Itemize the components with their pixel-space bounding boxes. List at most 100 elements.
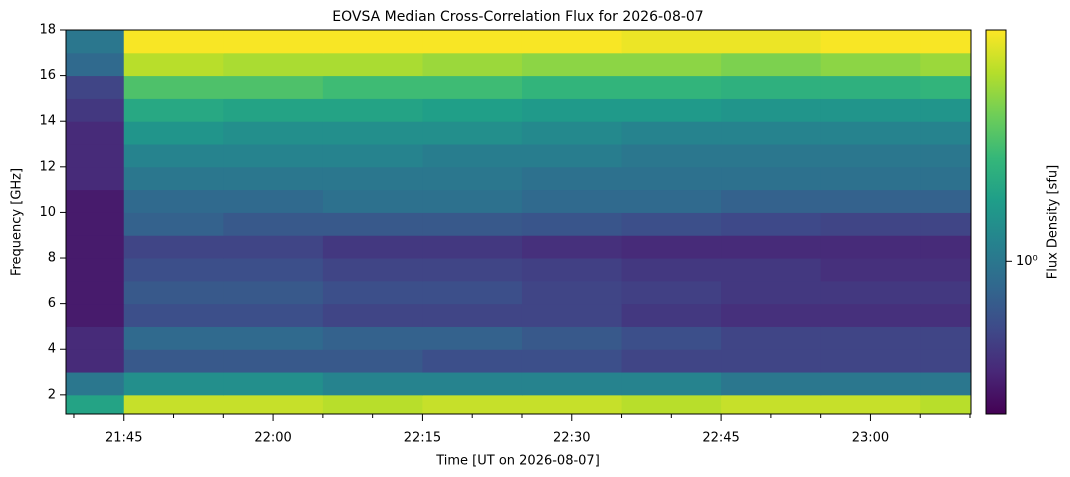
heatmap-cell xyxy=(920,212,972,236)
heatmap-cell xyxy=(920,30,972,54)
heatmap-cell xyxy=(123,144,224,168)
heatmap-cell xyxy=(721,349,822,373)
heatmap-cell xyxy=(223,394,324,415)
heatmap-cell xyxy=(820,144,921,168)
heatmap-cell xyxy=(521,235,623,259)
heatmap-cell xyxy=(820,30,921,54)
heatmap-cell xyxy=(521,349,623,373)
heatmap-cell xyxy=(820,303,921,327)
heatmap-cell xyxy=(223,258,324,282)
colorbar-frame xyxy=(985,29,1007,415)
heatmap-cell xyxy=(721,326,822,350)
heatmap-cell xyxy=(820,98,921,122)
heatmap-cell xyxy=(322,372,423,396)
heatmap-cell xyxy=(422,394,523,415)
heatmap-cell xyxy=(223,98,324,122)
heatmap-cell xyxy=(621,144,722,168)
y-tick-label: 16 xyxy=(39,68,56,83)
heatmap-cell xyxy=(422,121,523,145)
heatmap-cell xyxy=(422,326,523,350)
heatmap-cell xyxy=(422,372,523,396)
x-tick-label: 22:15 xyxy=(404,431,441,446)
heatmap-cell xyxy=(123,121,224,145)
heatmap-cell xyxy=(621,75,722,99)
heatmap-cell xyxy=(322,303,423,327)
heatmap-cell xyxy=(223,30,324,54)
heatmap-cell xyxy=(721,52,822,77)
heatmap-cell xyxy=(521,394,623,415)
heatmap-cell xyxy=(721,98,822,122)
heatmap-cell xyxy=(820,52,921,77)
heatmap-cell xyxy=(820,394,921,415)
y-axis-label: Frequency [GHz] xyxy=(10,168,25,276)
heatmap-cell xyxy=(123,394,224,415)
heatmap-cell xyxy=(621,98,722,122)
x-tick-label: 22:30 xyxy=(553,431,590,446)
heatmap-cell xyxy=(521,98,623,122)
heatmap-cell xyxy=(721,30,822,54)
heatmap-cell xyxy=(223,372,324,396)
y-tick-label: 8 xyxy=(48,251,56,266)
plot-frame xyxy=(65,29,972,415)
heatmap-cell xyxy=(621,212,722,236)
heatmap-cell xyxy=(820,189,921,213)
heatmap-cell xyxy=(920,121,972,145)
heatmap-cell xyxy=(322,394,423,415)
heatmap-cell xyxy=(123,189,224,213)
colorbar xyxy=(986,30,1006,414)
heatmap-cell xyxy=(422,212,523,236)
heatmap-cell xyxy=(621,326,722,350)
x-axis-label: Time [UT on 2026-08-07] xyxy=(435,454,600,469)
heatmap-cell xyxy=(920,144,972,168)
heatmap-cell xyxy=(621,394,722,415)
heatmap-cell xyxy=(920,280,972,305)
heatmap-cell xyxy=(621,189,722,213)
heatmap-cell xyxy=(66,258,125,282)
heatmap-cell xyxy=(920,258,972,282)
heatmap-cell xyxy=(721,189,822,213)
heatmap-cell xyxy=(223,144,324,168)
heatmap-cell xyxy=(820,372,921,396)
heatmap-cell xyxy=(66,372,125,396)
heatmap-cell xyxy=(521,258,623,282)
y-tick-label: 6 xyxy=(48,296,56,311)
x-tick-label: 23:00 xyxy=(852,431,889,446)
heatmap-cell xyxy=(621,166,722,191)
heatmap-cell xyxy=(721,144,822,168)
heatmap-cell xyxy=(322,98,423,122)
heatmap-cell xyxy=(223,189,324,213)
heatmap-cell xyxy=(521,144,623,168)
heatmap-cell xyxy=(920,98,972,122)
heatmap-cell xyxy=(223,280,324,305)
heatmap-cell xyxy=(521,212,623,236)
heatmap-cell xyxy=(422,303,523,327)
heatmap-cell xyxy=(223,75,324,99)
heatmap-cell xyxy=(820,121,921,145)
y-tick-label: 14 xyxy=(39,114,56,129)
heatmap-cell xyxy=(422,98,523,122)
heatmap-cell xyxy=(223,303,324,327)
heatmap-cell xyxy=(66,166,125,191)
heatmap-cell xyxy=(123,75,224,99)
heatmap-cell xyxy=(66,394,125,415)
heatmap-cell xyxy=(621,372,722,396)
heatmap-cell xyxy=(322,280,423,305)
heatmap-cell xyxy=(521,30,623,54)
heatmap-cell xyxy=(322,349,423,373)
heatmap-cell xyxy=(721,166,822,191)
heatmap-cell xyxy=(721,258,822,282)
heatmap-cell xyxy=(223,212,324,236)
heatmap-cell xyxy=(521,326,623,350)
heatmap-cell xyxy=(123,280,224,305)
heatmap-cell xyxy=(422,75,523,99)
heatmap-cell xyxy=(66,326,125,350)
heatmap-cell xyxy=(66,52,125,77)
colorbar-label: Flux Density [sfu] xyxy=(1046,165,1061,279)
heatmap-cell xyxy=(66,235,125,259)
heatmap-cell xyxy=(521,303,623,327)
heatmap-cell xyxy=(66,212,125,236)
heatmap-cell xyxy=(123,166,224,191)
heatmap-cell xyxy=(422,280,523,305)
heatmap-cell xyxy=(721,75,822,99)
y-tick-label: 18 xyxy=(39,23,56,38)
